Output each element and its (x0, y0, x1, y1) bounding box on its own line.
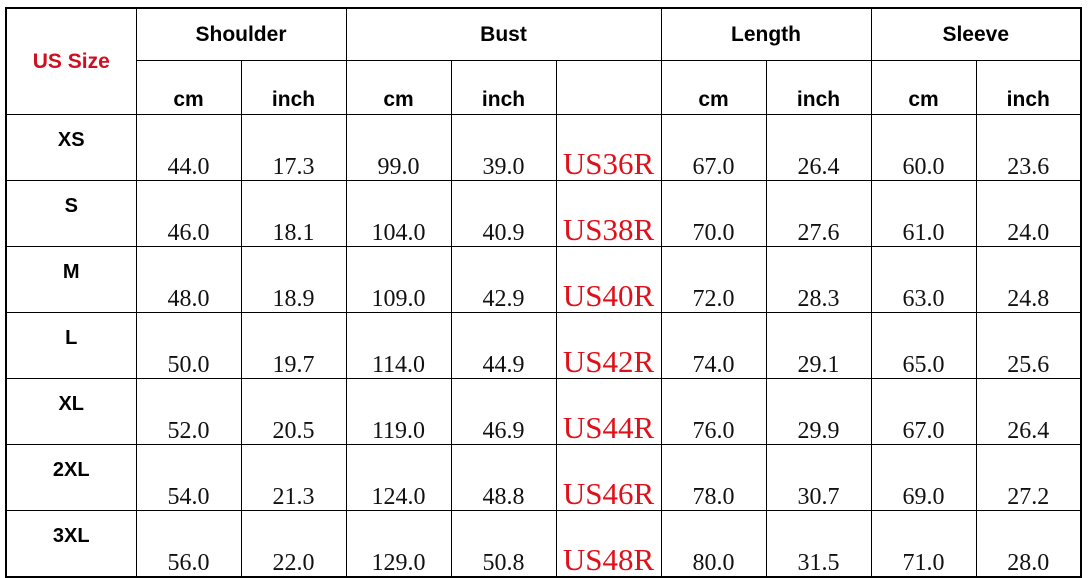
unit-header: inch (975, 60, 1082, 115)
bust-header: Bust (345, 7, 662, 61)
measurement-cell: 20.5 (240, 378, 347, 445)
us-suit-size: US46R (555, 444, 662, 511)
measurement-cell: 50.0 (135, 312, 242, 379)
unit-header: inch (240, 60, 347, 115)
measurement-cell: 25.6 (975, 312, 1082, 379)
us-size-header: US Size (5, 7, 137, 115)
measurement-cell: 27.2 (975, 444, 1082, 511)
measurement-cell: 29.1 (765, 312, 872, 379)
us-suit-size: US40R (555, 246, 662, 313)
measurement-cell: 46.9 (450, 378, 557, 445)
measurement-cell: 80.0 (660, 510, 767, 578)
size-label: S (5, 180, 137, 247)
unit-header: cm (345, 60, 452, 115)
measurement-cell: 119.0 (345, 378, 452, 445)
measurement-cell: 74.0 (660, 312, 767, 379)
measurement-cell: 99.0 (345, 114, 452, 181)
unit-header: inch (450, 60, 557, 115)
measurement-cell: 50.8 (450, 510, 557, 578)
measurement-cell: 67.0 (870, 378, 977, 445)
unit-header: cm (135, 60, 242, 115)
measurement-cell: 31.5 (765, 510, 872, 578)
measurement-cell: 40.9 (450, 180, 557, 247)
unit-row: cm inch cm inch cm inch cm inch (6, 60, 1082, 115)
measurement-cell: 56.0 (135, 510, 242, 578)
measurement-cell: 71.0 (870, 510, 977, 578)
measurement-cell: 63.0 (870, 246, 977, 313)
measurement-cell: 54.0 (135, 444, 242, 511)
measurement-cell: 48.8 (450, 444, 557, 511)
table-row: 2XL 54.0 21.3 124.0 48.8 US46R 78.0 30.7 69.0 27.… (5, 444, 1082, 511)
us-suit-size: US38R (555, 180, 662, 247)
measurement-cell: 46.0 (135, 180, 242, 247)
measurement-cell: 78.0 (660, 444, 767, 511)
measurement-cell: 30.7 (765, 444, 872, 511)
measurement-cell: 18.9 (240, 246, 347, 313)
table-row: L 50.0 19.7 114.0 44.9 US42R 74.0 29.1 65.0 25.6 (5, 312, 1082, 379)
measurement-cell: 65.0 (870, 312, 977, 379)
size-label: 3XL (5, 510, 137, 578)
measurement-cell: 114.0 (345, 312, 452, 379)
table-row: S 46.0 18.1 104.0 40.9 US38R 70.0 27.6 61.0 24.0 (5, 180, 1082, 247)
measurement-cell: 129.0 (345, 510, 452, 578)
measurement-cell: 22.0 (240, 510, 347, 578)
size-chart-table: US Size Shoulder Bust Length Sleeve cm in… (5, 7, 1082, 578)
header-row: US Size Shoulder Bust Length Sleeve (5, 7, 1082, 115)
us-suit-size: US44R (555, 378, 662, 445)
size-label: M (5, 246, 137, 313)
size-label: XS (5, 114, 137, 181)
measurement-cell: 42.9 (450, 246, 557, 313)
measurement-cell: 26.4 (975, 378, 1082, 445)
sleeve-header: Sleeve (870, 7, 1082, 61)
measurement-cell: 109.0 (345, 246, 452, 313)
size-label: XL (5, 378, 137, 445)
table-row: M 48.0 18.9 109.0 42.9 US40R 72.0 28.3 63.0 24.8 (5, 246, 1082, 313)
measurement-cell: 21.3 (240, 444, 347, 511)
measurement-cell: 28.3 (765, 246, 872, 313)
measurement-cell: 70.0 (660, 180, 767, 247)
measurement-cell: 52.0 (135, 378, 242, 445)
measurement-cell: 24.8 (975, 246, 1082, 313)
measurement-cell: 18.1 (240, 180, 347, 247)
measurement-cell: 28.0 (975, 510, 1082, 578)
measurement-cell: 39.0 (450, 114, 557, 181)
length-header: Length (660, 7, 872, 61)
us-suit-size: US48R (555, 510, 662, 578)
size-label: 2XL (5, 444, 137, 511)
measurement-cell: 104.0 (345, 180, 452, 247)
size-label: L (5, 312, 137, 379)
measurement-cell: 48.0 (135, 246, 242, 313)
unit-header: cm (870, 60, 977, 115)
measurement-cell: 44.0 (135, 114, 242, 181)
measurement-cell: 61.0 (870, 180, 977, 247)
us-suit-size: US36R (555, 114, 662, 181)
unit-header: inch (765, 60, 872, 115)
unit-header (555, 60, 662, 115)
unit-header: cm (660, 60, 767, 115)
measurement-cell: 29.9 (765, 378, 872, 445)
measurement-cell: 23.6 (975, 114, 1082, 181)
measurement-cell: 17.3 (240, 114, 347, 181)
measurement-cell: 72.0 (660, 246, 767, 313)
measurement-cell: 27.6 (765, 180, 872, 247)
measurement-cell: 60.0 (870, 114, 977, 181)
measurement-cell: 26.4 (765, 114, 872, 181)
measurement-cell: 67.0 (660, 114, 767, 181)
table-row: 3XL 56.0 22.0 129.0 50.8 US48R 80.0 31.5 71.0 28.… (5, 510, 1082, 578)
measurement-cell: 44.9 (450, 312, 557, 379)
measurement-cell: 19.7 (240, 312, 347, 379)
measurement-cell: 124.0 (345, 444, 452, 511)
table-row: XS 44.0 17.3 99.0 39.0 US36R 67.0 26.4 60.0 23.6 (5, 114, 1082, 181)
us-suit-size: US42R (555, 312, 662, 379)
measurement-cell: 69.0 (870, 444, 977, 511)
table-row: XL 52.0 20.5 119.0 46.9 US44R 76.0 29.9 67.0 26.4 (5, 378, 1082, 445)
measurement-cell: 76.0 (660, 378, 767, 445)
shoulder-header: Shoulder (135, 7, 347, 61)
measurement-cell: 24.0 (975, 180, 1082, 247)
